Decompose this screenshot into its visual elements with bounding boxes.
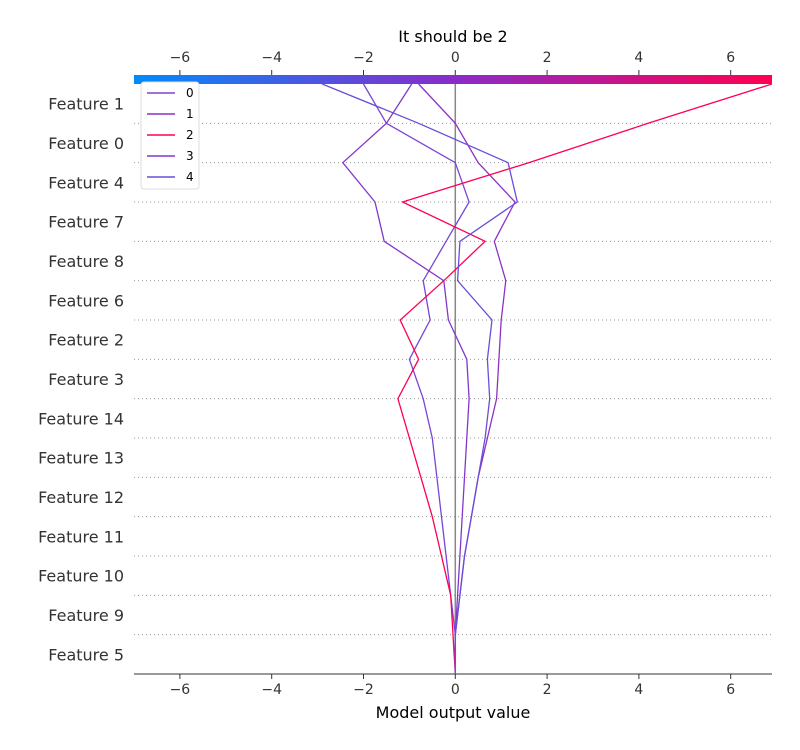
- legend-label-2: 2: [186, 128, 194, 142]
- x-tick-label: −2: [353, 682, 374, 698]
- feature-label: Feature 2: [48, 331, 124, 350]
- top-tick-label: −6: [170, 50, 191, 66]
- feature-labels: Feature 1 Feature 0 Feature 4 Feature 7 Feat…: [38, 95, 124, 665]
- series-line-3: [341, 83, 470, 674]
- grid-lines: [134, 122, 772, 636]
- feature-label: Feature 1: [48, 95, 124, 114]
- chart-title: It should be 2: [398, 27, 507, 46]
- x-tick-label: −6: [170, 682, 191, 698]
- legend-label-0: 0: [186, 86, 194, 100]
- feature-label: Feature 0: [48, 134, 124, 153]
- series-lines: [321, 83, 773, 675]
- top-tick-label: −4: [261, 50, 282, 66]
- feature-label: Feature 10: [38, 567, 124, 586]
- series-line-4: [321, 83, 519, 674]
- x-tick-label: 2: [543, 682, 552, 698]
- x-tick-label: 6: [726, 682, 735, 698]
- feature-label: Feature 12: [38, 488, 124, 507]
- feature-label: Feature 11: [38, 527, 124, 546]
- feature-label: Feature 7: [48, 213, 124, 232]
- series-line-1: [418, 83, 516, 674]
- series-line-0: [362, 83, 470, 674]
- feature-label: Feature 3: [48, 370, 124, 389]
- feature-label: Feature 9: [48, 606, 124, 625]
- feature-label: Feature 5: [48, 645, 124, 664]
- top-tick-label: −2: [353, 50, 374, 66]
- x-tick-label: 0: [451, 682, 460, 698]
- top-tick-label: 2: [543, 50, 552, 66]
- feature-label: Feature 4: [48, 173, 124, 192]
- legend: 0 1 2 3 4: [140, 81, 200, 190]
- top-tick-label: 6: [726, 50, 735, 66]
- x-tick-label: 4: [634, 682, 643, 698]
- x-tick-label: −4: [261, 682, 282, 698]
- series-line-2: [397, 83, 773, 675]
- legend-label-1: 1: [186, 107, 194, 121]
- bottom-axis: −6 −4 −2 0 2 4 6: [134, 673, 772, 698]
- top-tick-label: 4: [634, 50, 643, 66]
- feature-label: Feature 14: [38, 409, 124, 428]
- top-axis: −6 −4 −2 0 2 4 6: [170, 50, 735, 75]
- feature-label: Feature 13: [38, 449, 124, 468]
- feature-label: Feature 8: [48, 252, 124, 271]
- legend-label-4: 4: [186, 170, 194, 184]
- top-tick-label: 0: [451, 50, 460, 66]
- legend-label-3: 3: [186, 149, 194, 163]
- feature-label: Feature 6: [48, 291, 124, 310]
- x-axis-title: Model output value: [376, 703, 531, 722]
- colorbar: [134, 75, 772, 84]
